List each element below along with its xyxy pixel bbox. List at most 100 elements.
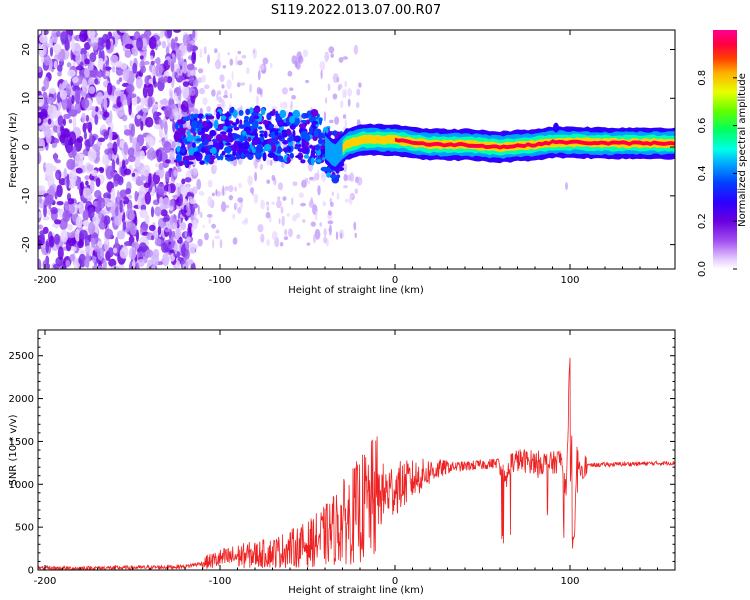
- spectrogram-noise-blob: [103, 97, 108, 111]
- spectrogram-noise-blob: [252, 48, 257, 59]
- spectrogram-signal-blob: [190, 113, 194, 121]
- spectrogram-noise-blob: [105, 39, 111, 50]
- spectrogram-noise-blob: [215, 188, 218, 196]
- spectrogram-noise-blob: [342, 56, 348, 60]
- spectrogram-noise-blob: [63, 113, 71, 119]
- spectrogram-noise-blob: [114, 215, 122, 226]
- figure-title: S119.2022.013.07.00.R07: [271, 3, 441, 18]
- spectrogram-signal-blob: [176, 146, 181, 153]
- spectrogram-noise-blob: [119, 190, 127, 198]
- spectrogram-signal-blob: [298, 123, 305, 129]
- spectrogram-noise-blob: [43, 42, 47, 55]
- spectrogram-noise-blob: [136, 114, 141, 120]
- spectrogram-signal-blob: [267, 152, 276, 158]
- spectrogram-noise-blob: [161, 242, 169, 253]
- spectrogram-noise-blob: [149, 36, 157, 50]
- spectrogram-noise-blob: [323, 228, 327, 237]
- spectrogram-signal-blob: [289, 152, 294, 159]
- spectrogram-noise-blob: [169, 149, 176, 159]
- spectrogram-signal-blob: [304, 113, 309, 119]
- spectrogram-noise-blob: [276, 199, 282, 209]
- spectrogram-noise-blob: [166, 30, 173, 39]
- spectrogram-noise-blob: [50, 207, 58, 215]
- spectrogram-noise-blob: [57, 246, 64, 260]
- snr-plot-area: [38, 357, 675, 570]
- spectrogram-noise-blob: [43, 204, 47, 218]
- spectrogram-noise-blob: [155, 57, 161, 66]
- spectrogram-noise-blob: [199, 48, 203, 58]
- spectrogram-noise-blob: [182, 81, 190, 87]
- spectrogram-noise-blob: [150, 206, 155, 218]
- spectrogram-noise-blob: [124, 49, 132, 58]
- spectrogram-noise-blob: [47, 96, 54, 105]
- spectrogram-noise-blob: [127, 147, 135, 158]
- spectrogram-noise-blob: [144, 192, 152, 205]
- spectrogram-noise-blob: [310, 221, 316, 227]
- spectrogram-noise-blob: [323, 111, 327, 122]
- spectrogram-noise-blob: [43, 76, 50, 90]
- spectrogram-signal-blob: [197, 113, 203, 119]
- spectrogram-noise-blob: [198, 68, 204, 74]
- spectrogram-noise-blob: [163, 141, 172, 153]
- spectrogram-noise-blob: [88, 207, 95, 219]
- spectrogram-signal-blob: [300, 130, 309, 139]
- spectrogram-noise-blob: [192, 186, 198, 195]
- spectrogram-signal-blob: [227, 125, 234, 129]
- spectrogram-noise-blob: [118, 111, 125, 116]
- spectrogram-noise-blob: [172, 194, 179, 199]
- spectrogram-noise-blob: [84, 67, 90, 78]
- spectrogram-noise-blob: [334, 116, 340, 125]
- spectrogram-signal-blob: [297, 148, 305, 153]
- spectrogram-noise-blob: [136, 37, 144, 51]
- spectrogram-noise-blob: [84, 175, 90, 181]
- spectrogram-noise-blob: [219, 74, 225, 82]
- spectrogram-noise-blob: [47, 118, 52, 125]
- spectrogram-signal-blob: [251, 148, 256, 154]
- spectrogram-noise-blob: [148, 224, 156, 232]
- spectrogram-signal-blob: [224, 154, 231, 158]
- spectrogram-noise-blob: [220, 100, 226, 109]
- spectrogram-noise-blob: [52, 263, 61, 269]
- spectrogram-x-tick-label: 100: [560, 275, 579, 286]
- spectrogram-noise-blob: [41, 232, 45, 245]
- spectrogram-noise-blob: [167, 223, 174, 230]
- spectrogram-signal-blob: [217, 155, 221, 161]
- spectrogram-noise-blob: [112, 180, 119, 187]
- spectrogram-signal-blob: [271, 144, 277, 153]
- spectrogram-noise-blob: [349, 172, 355, 183]
- spectrogram-noise-blob: [126, 94, 131, 107]
- spectrogram-noise-blob: [126, 221, 133, 229]
- spectrogram-noise-blob: [128, 103, 132, 116]
- spectrogram-noise-blob: [117, 175, 124, 186]
- spectrogram-noise-blob: [132, 62, 138, 74]
- spectrogram-noise-blob: [255, 95, 260, 106]
- spectrogram-noise-blob: [54, 219, 62, 225]
- spectrogram-noise-blob: [65, 83, 71, 96]
- spectrogram-noise-blob: [107, 142, 114, 149]
- spectrogram-noise-blob: [322, 201, 326, 207]
- spectrogram-x-axis-label: Height of straight line (km): [288, 285, 424, 296]
- snr-y-tick-label: 1000: [9, 480, 34, 491]
- spectrogram-noise-blob: [110, 187, 116, 202]
- spectrogram-signal-blob: [313, 129, 318, 137]
- spectrogram-noise-blob: [226, 79, 232, 90]
- spectrogram-noise-blob: [176, 68, 181, 75]
- spectrogram-noise-blob: [43, 54, 51, 66]
- colorbar-tick-label: 0.2: [697, 213, 708, 229]
- spectrogram-noise-blob: [103, 131, 109, 140]
- spectrogram-noise-blob: [300, 202, 306, 207]
- spectrogram-noise-blob: [75, 215, 83, 228]
- spectrogram-signal-blob: [317, 138, 324, 144]
- spectrogram-noise-blob: [304, 177, 308, 183]
- spectrogram-noise-blob: [208, 217, 211, 225]
- spectrogram-noise-blob: [171, 56, 177, 64]
- spectrogram-noise-blob: [332, 93, 338, 100]
- spectrogram-noise-blob: [329, 119, 334, 124]
- spectrogram-signal-blob: [220, 131, 227, 135]
- spectrogram-signal-blob: [282, 129, 287, 138]
- spectrogram-signal-blob: [182, 116, 191, 122]
- spectrogram-noise-blob: [307, 180, 311, 185]
- spectrogram-noise-blob: [75, 65, 84, 71]
- spectrogram-signal-blob: [249, 107, 254, 114]
- spectrogram-noise-blob: [281, 87, 288, 95]
